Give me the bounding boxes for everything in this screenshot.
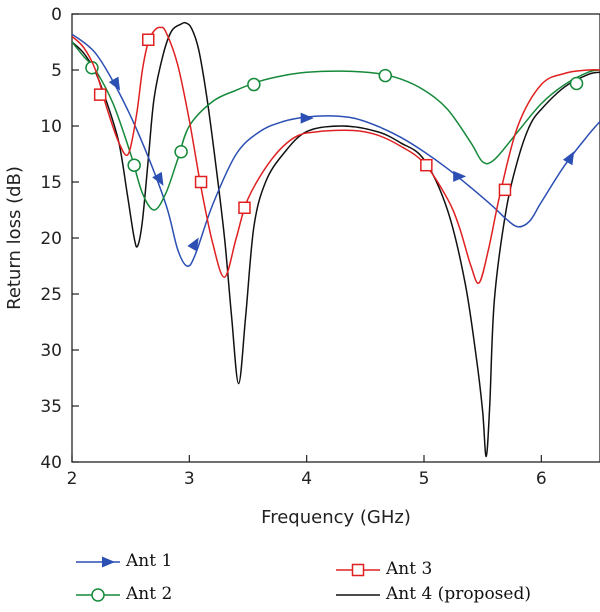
series-2-marker [174, 145, 188, 159]
series-2-marker [378, 68, 393, 83]
legend-label: Ant 1 [125, 551, 172, 571]
y-tick-label: 25 [40, 285, 62, 305]
series-line-1 [72, 33, 600, 267]
y-tick-label: 10 [40, 117, 62, 137]
series-1-marker [453, 170, 467, 182]
x-tick-label: 5 [419, 469, 430, 489]
series-2 [72, 41, 600, 211]
legend-item-4: Ant 4 (proposed) [336, 584, 531, 604]
legend-marker [102, 556, 115, 568]
series-3-marker [142, 33, 155, 47]
series-2-marker [569, 76, 584, 91]
series-3-marker [194, 175, 208, 189]
legend-item-3: Ant 3 [336, 559, 432, 579]
series-3 [72, 26, 600, 285]
legend-label: Ant 2 [125, 584, 172, 604]
y-tick-label: 35 [40, 397, 62, 417]
series-1-marker [108, 76, 121, 91]
series-4 [72, 21, 600, 458]
y-tick-label: 40 [40, 453, 62, 473]
legend-marker [91, 588, 105, 602]
y-tick-label: 0 [51, 5, 62, 25]
y-tick-label: 15 [40, 173, 62, 193]
y-axis-label: Return loss (dB) [4, 166, 25, 310]
series-1-marker [562, 151, 575, 166]
series-3-marker [93, 88, 107, 101]
x-tick-label: 3 [184, 469, 195, 489]
series-1-marker [187, 237, 199, 252]
series-3-marker [238, 201, 251, 215]
series-2-marker [127, 158, 141, 172]
legend: Ant 1 Ant 2 Ant 3 Ant 4 (proposed) [76, 551, 531, 604]
series-line-3 [72, 26, 600, 285]
series-3-marker [420, 158, 433, 172]
series-1-marker [300, 112, 314, 124]
x-axis-label: Frequency (GHz) [261, 507, 411, 528]
y-tick-label: 30 [40, 341, 62, 361]
legend-item-2: Ant 2 [76, 584, 172, 604]
legend-label: Ant 4 (proposed) [385, 584, 531, 604]
series-line-4 [72, 21, 600, 458]
series-1-marker [152, 171, 164, 186]
series-1 [72, 33, 600, 267]
series-2-marker [247, 77, 261, 92]
series-3-marker [498, 183, 512, 197]
x-tick-label: 4 [301, 469, 312, 489]
legend-label: Ant 3 [385, 559, 432, 579]
x-tick-label: 6 [536, 469, 547, 489]
series-line-2 [72, 41, 600, 211]
x-tick-label: 2 [67, 469, 78, 489]
legend-item-1: Ant 1 [76, 551, 172, 571]
legend-marker [351, 563, 365, 577]
y-tick-label: 5 [51, 61, 62, 81]
plot-area [71, 13, 600, 463]
y-tick-label: 20 [40, 229, 62, 249]
